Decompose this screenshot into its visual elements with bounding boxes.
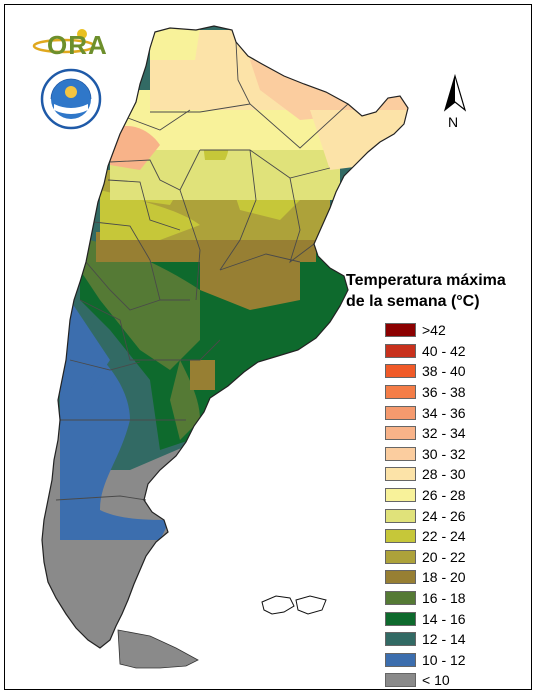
legend-swatch <box>385 343 416 358</box>
legend-label: 40 - 42 <box>422 342 466 359</box>
legend-label: 18 - 20 <box>422 569 466 586</box>
tierra-del-fuego-fill <box>118 630 198 668</box>
legend-list: >42 40 - 42 38 - 40 36 - 38 34 - 36 32 - 34 30… <box>346 320 532 691</box>
legend-item: 14 - 16 <box>346 608 532 629</box>
legend-label: >42 <box>422 322 446 339</box>
legend-label: 32 - 34 <box>422 425 466 442</box>
province-borders <box>55 41 349 501</box>
smn-seal-icon <box>40 68 102 130</box>
legend-item: 22 - 24 <box>346 526 532 547</box>
legend-item: 30 - 32 <box>346 444 532 465</box>
legend-swatch <box>385 364 416 379</box>
legend-label: 16 - 18 <box>422 590 466 607</box>
legend-swatch <box>385 405 416 420</box>
legend-swatch <box>385 611 416 626</box>
ora-logo-icon <box>32 29 96 54</box>
legend-swatch <box>385 508 416 523</box>
legend-label: 22 - 24 <box>422 528 466 545</box>
legend-swatch <box>385 529 416 544</box>
legend-label: 30 - 32 <box>422 445 466 462</box>
legend-item: 34 - 36 <box>346 402 532 423</box>
legend-swatch <box>385 385 416 400</box>
legend-swatch <box>385 591 416 606</box>
north-label: N <box>448 114 459 130</box>
legend-item: 16 - 18 <box>346 588 532 609</box>
legend-item: < 10 <box>346 670 532 691</box>
legend-item: 36 - 38 <box>346 382 532 403</box>
legend-title-line2: de la semana (°C) <box>346 293 480 310</box>
ora-logo-text: ORA <box>47 30 108 60</box>
legend-swatch <box>385 632 416 647</box>
legend-item: 26 - 28 <box>346 485 532 506</box>
legend-item: 24 - 26 <box>346 505 532 526</box>
legend-label: 14 - 16 <box>422 610 466 627</box>
legend-title-line1: Temperatura máxima <box>346 272 506 289</box>
tierra-del-fuego-outline <box>117 629 199 669</box>
legend-item: 38 - 40 <box>346 361 532 382</box>
legend-item: 12 - 14 <box>346 629 532 650</box>
legend-label: 28 - 30 <box>422 466 466 483</box>
legend-label: 34 - 36 <box>422 404 466 421</box>
legend-swatch <box>385 673 416 688</box>
legend-item: >42 <box>346 320 532 341</box>
legend-swatch <box>385 323 416 338</box>
legend-label: 38 - 40 <box>422 363 466 380</box>
legend-item: 10 - 12 <box>346 650 532 671</box>
legend-label: < 10 <box>422 672 450 689</box>
legend-label: 36 - 38 <box>422 384 466 401</box>
malvinas-islands <box>261 595 327 615</box>
legend-swatch <box>385 570 416 585</box>
legend-swatch <box>385 549 416 564</box>
legend-swatch <box>385 652 416 667</box>
legend-item: 32 - 34 <box>346 423 532 444</box>
legend-item: 18 - 20 <box>346 567 532 588</box>
legend-label: 24 - 26 <box>422 507 466 524</box>
legend-item: 28 - 30 <box>346 464 532 485</box>
legend-label: 20 - 22 <box>422 548 466 565</box>
legend-label: 26 - 28 <box>422 487 466 504</box>
legend: Temperatura máxima de la semana (°C) >42… <box>346 270 532 691</box>
legend-swatch <box>385 467 416 482</box>
legend-swatch <box>385 446 416 461</box>
legend-swatch <box>385 488 416 503</box>
legend-label: 12 - 14 <box>422 631 466 648</box>
north-arrow-icon <box>443 74 467 112</box>
legend-label: 10 - 12 <box>422 651 466 668</box>
legend-item: 40 - 42 <box>346 341 532 362</box>
legend-swatch <box>385 426 416 441</box>
legend-item: 20 - 22 <box>346 547 532 568</box>
